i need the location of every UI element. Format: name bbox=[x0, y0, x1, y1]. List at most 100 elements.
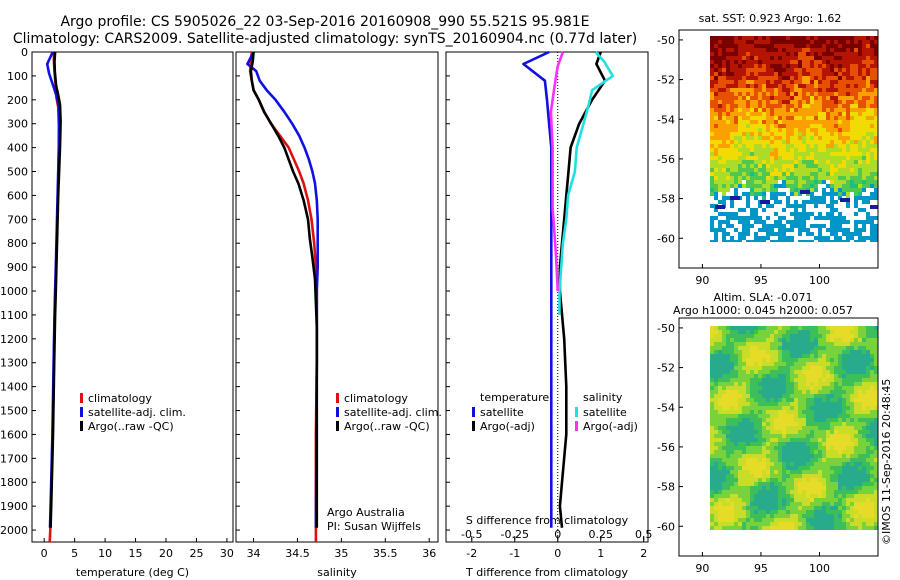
sst-cell bbox=[794, 124, 798, 128]
sst-cell bbox=[726, 96, 730, 100]
sst-cell bbox=[750, 68, 754, 72]
sst-cell bbox=[710, 132, 714, 136]
sst-cell bbox=[866, 164, 870, 168]
sst-cell bbox=[726, 224, 730, 228]
sst-cell bbox=[830, 216, 834, 220]
sst-cell bbox=[874, 228, 878, 232]
sst-cell bbox=[754, 208, 758, 212]
altimetry-cell bbox=[734, 514, 738, 518]
altimetry-cell bbox=[794, 422, 798, 426]
sst-cell bbox=[770, 112, 774, 116]
sst-cell bbox=[786, 64, 790, 68]
x-tick-label: 2 bbox=[640, 547, 647, 560]
sst-cell bbox=[834, 132, 838, 136]
altimetry-cell bbox=[838, 406, 842, 410]
altimetry-cell bbox=[786, 342, 790, 346]
sst-cell bbox=[710, 52, 714, 56]
sst-cell bbox=[714, 48, 718, 52]
sst-cell bbox=[826, 172, 830, 176]
sst-cell bbox=[786, 196, 790, 200]
sst-cell bbox=[778, 228, 782, 232]
altimetry-cell bbox=[826, 466, 830, 470]
altimetry-cell bbox=[758, 458, 762, 462]
altimetry-cell bbox=[710, 434, 714, 438]
altimetry-cell bbox=[874, 366, 878, 370]
altimetry-cell bbox=[826, 450, 830, 454]
altimetry-cell bbox=[726, 490, 730, 494]
altimetry-cell bbox=[778, 418, 782, 422]
altimetry-cell bbox=[862, 378, 866, 382]
altimetry-cell bbox=[710, 474, 714, 478]
altimetry-cell bbox=[790, 446, 794, 450]
sst-cell bbox=[810, 68, 814, 72]
altimetry-cell bbox=[778, 378, 782, 382]
sst-cell bbox=[786, 164, 790, 168]
altimetry-cell bbox=[746, 406, 750, 410]
altimetry-cell bbox=[850, 362, 854, 366]
altimetry-cell bbox=[830, 354, 834, 358]
altimetry-cell bbox=[742, 418, 746, 422]
altimetry-cell bbox=[722, 454, 726, 458]
altimetry-cell bbox=[834, 406, 838, 410]
altimetry-cell bbox=[818, 514, 822, 518]
altimetry-cell bbox=[814, 486, 818, 490]
altimetry-cell bbox=[794, 378, 798, 382]
sst-cell bbox=[866, 108, 870, 112]
altimetry-cell bbox=[766, 518, 770, 522]
altimetry-cell bbox=[778, 354, 782, 358]
sst-cell bbox=[762, 228, 766, 232]
sst-cell bbox=[790, 136, 794, 140]
sst-cell bbox=[822, 168, 826, 172]
altimetry-cell bbox=[874, 482, 878, 486]
sst-cell bbox=[858, 232, 862, 236]
sst-cell bbox=[810, 48, 814, 52]
sst-cell bbox=[746, 108, 750, 112]
altimetry-cell bbox=[770, 474, 774, 478]
sst-cell bbox=[874, 152, 878, 156]
altimetry-cell bbox=[858, 346, 862, 350]
sst-cell bbox=[778, 88, 782, 92]
altimetry-cell bbox=[798, 482, 802, 486]
altimetry-cell bbox=[810, 430, 814, 434]
altimetry-cell bbox=[862, 442, 866, 446]
altimetry-cell bbox=[770, 342, 774, 346]
altimetry-cell bbox=[786, 358, 790, 362]
altimetry-cell bbox=[806, 338, 810, 342]
altimetry-cell bbox=[822, 334, 826, 338]
sst-cell bbox=[850, 92, 854, 96]
sst-cell bbox=[778, 124, 782, 128]
altimetry-cell bbox=[834, 378, 838, 382]
sst-cell bbox=[762, 176, 766, 180]
sst-cell bbox=[714, 80, 718, 84]
sst-cell bbox=[774, 68, 778, 72]
altimetry-cell bbox=[750, 478, 754, 482]
altimetry-cell bbox=[850, 366, 854, 370]
sst-cell bbox=[714, 92, 718, 96]
altimetry-cell bbox=[786, 434, 790, 438]
plot-frame bbox=[235, 51, 439, 543]
sst-cell bbox=[726, 48, 730, 52]
sst-cell bbox=[798, 232, 802, 236]
sst-map-panel: sat. SST: 0.923 Argo: 1.62 -50-52-54-56-… bbox=[657, 12, 879, 287]
altimetry-cell bbox=[786, 406, 790, 410]
altimetry-cell bbox=[774, 458, 778, 462]
sst-cell bbox=[774, 148, 778, 152]
altimetry-cell bbox=[770, 498, 774, 502]
sst-cell bbox=[794, 36, 798, 40]
altimetry-cell bbox=[818, 406, 822, 410]
altimetry-cell bbox=[726, 498, 730, 502]
sst-cell bbox=[834, 68, 838, 72]
altimetry-cell bbox=[782, 502, 786, 506]
sst-cell bbox=[742, 136, 746, 140]
altimetry-cell bbox=[826, 406, 830, 410]
sst-cell bbox=[802, 172, 806, 176]
altimetry-cell bbox=[746, 442, 750, 446]
sst-cell bbox=[810, 56, 814, 60]
sst-cell bbox=[770, 120, 774, 124]
sst-cell bbox=[758, 64, 762, 68]
sst-cell bbox=[758, 144, 762, 148]
sst-cell bbox=[714, 164, 718, 168]
altimetry-cell bbox=[838, 398, 842, 402]
sst-cell bbox=[830, 172, 834, 176]
altimetry-cell bbox=[826, 462, 830, 466]
